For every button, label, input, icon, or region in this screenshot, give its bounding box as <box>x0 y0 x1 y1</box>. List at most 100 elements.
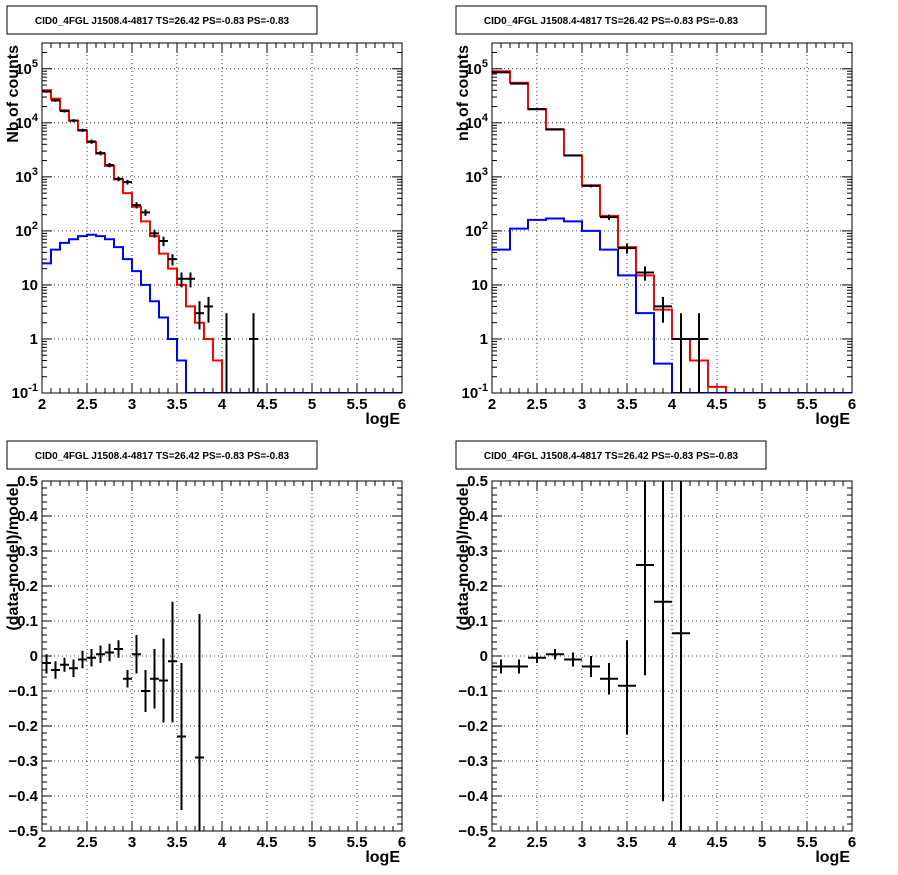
x-tick-label: 2.5 <box>527 834 548 851</box>
x-axis-label: logE <box>815 849 850 866</box>
data-point <box>564 154 582 157</box>
x-tick-label: 2 <box>38 396 46 413</box>
residual-point <box>564 652 582 667</box>
x-tick-label: 3.5 <box>167 834 188 851</box>
data-point <box>249 313 258 393</box>
data-point <box>123 179 132 185</box>
y-tick-label: 102 <box>15 220 38 240</box>
x-tick-label: 3.5 <box>167 396 188 413</box>
data-point <box>60 109 69 113</box>
y-tick-label: 103 <box>465 166 488 186</box>
x-tick-label: 3.5 <box>617 396 638 413</box>
grid-lines <box>492 43 852 393</box>
residual-point <box>528 652 546 663</box>
y-tick-label: 103 <box>15 166 38 186</box>
x-tick-label: 6 <box>398 834 406 851</box>
grid-lines <box>42 43 402 393</box>
x-tick-label: 2 <box>488 396 496 413</box>
chart-title: CID0_4FGL J1508.4-4817 TS=26.42 PS=-0.83… <box>35 451 290 462</box>
y-tick-label: −0.2 <box>458 718 488 735</box>
plot-area <box>42 43 402 393</box>
title-frame <box>455 440 767 470</box>
x-tick-label: 2 <box>488 834 496 851</box>
axis-ticks <box>41 481 403 832</box>
y-tick-label: −0.5 <box>458 823 488 840</box>
data-point <box>546 128 564 131</box>
y-axis-label: (data-model)/model <box>5 483 22 631</box>
y-tick-label: 0.1 <box>467 613 488 630</box>
x-tick-label: 2.5 <box>527 396 548 413</box>
residual-point <box>69 659 78 677</box>
x-tick-label: 5 <box>308 834 316 851</box>
x-axis-label: logE <box>365 849 400 866</box>
x-tick-label: 3 <box>578 396 586 413</box>
data-point <box>159 236 168 247</box>
x-tick-label: 3 <box>578 834 586 851</box>
y-tick-label: 0.3 <box>17 543 38 560</box>
y-tick-label: −0.1 <box>458 683 488 700</box>
title-frame <box>6 440 318 470</box>
data-point <box>510 82 528 85</box>
residual-point <box>600 663 618 695</box>
residual-point <box>78 650 87 669</box>
y-tick-label: 1 <box>30 331 38 348</box>
axis-ticks <box>491 481 853 832</box>
axis-ticks <box>41 42 403 394</box>
data-point <box>69 119 78 123</box>
x-tick-label: 5.5 <box>797 834 818 851</box>
x-axis-label: logE <box>365 411 400 428</box>
y-tick-label: 0.2 <box>17 578 38 595</box>
residual-point <box>654 481 672 802</box>
data-point <box>87 139 96 144</box>
chart-title: CID0_4FGL J1508.4-4817 TS=26.42 PS=-0.83… <box>484 451 739 462</box>
x-tick-label: 4 <box>218 834 227 851</box>
y-tick-label: 10-1 <box>462 382 488 402</box>
x-tick-label: 5 <box>758 396 766 413</box>
chart-title: CID0_4FGL J1508.4-4817 TS=26.42 PS=-0.83… <box>484 16 739 27</box>
residual-point <box>96 645 105 663</box>
plot-frame <box>491 480 853 832</box>
y-tick-label: −0.5 <box>8 823 38 840</box>
y-axis-label: (data-model)/model <box>455 483 472 631</box>
data-point <box>636 266 654 281</box>
x-tick-label: 3 <box>128 834 136 851</box>
y-tick-label: −0.3 <box>8 753 38 770</box>
chart-title-box: CID0_4FGL J1508.4-4817 TS=26.42 PS=-0.83… <box>455 5 767 35</box>
y-tick-label: 0.4 <box>17 508 39 525</box>
data-point <box>177 272 186 288</box>
x-tick-label: 5.5 <box>797 396 818 413</box>
y-tick-label: −0.2 <box>8 718 38 735</box>
grid-lines <box>492 481 852 831</box>
data-point <box>600 214 618 220</box>
residual-point <box>141 670 150 712</box>
data-point <box>42 90 51 93</box>
chart-panel-4: CID0_4FGL J1508.4-4817 TS=26.42 PS=-0.83… <box>455 440 856 866</box>
y-tick-label: −0.4 <box>458 788 488 805</box>
title-frame <box>455 5 767 35</box>
data-point <box>186 272 195 288</box>
x-tick-label: 4.5 <box>707 396 728 413</box>
x-tick-label: 4 <box>218 396 227 413</box>
residual-point <box>195 614 204 831</box>
residual-point <box>546 649 564 660</box>
x-tick-label: 5 <box>308 396 316 413</box>
x-tick-label: 4 <box>668 834 677 851</box>
series-group <box>492 481 690 831</box>
source-model-histogram <box>492 217 852 393</box>
y-tick-label: 0.2 <box>467 578 488 595</box>
y-tick-label: 1 <box>480 331 488 348</box>
residual-point <box>636 481 654 676</box>
plot-frame <box>491 42 853 394</box>
series-group <box>42 601 204 831</box>
residual-point <box>582 656 600 677</box>
residual-point <box>618 640 636 735</box>
data-point <box>150 229 159 238</box>
y-tick-label: −0.3 <box>458 753 488 770</box>
residual-point <box>123 670 132 688</box>
chart-panel-2: CID0_4FGL J1508.4-4817 TS=26.42 PS=-0.83… <box>455 5 856 428</box>
title-frame <box>6 5 318 35</box>
data-point <box>654 296 672 323</box>
x-tick-label: 2.5 <box>77 396 98 413</box>
y-tick-label: −0.4 <box>8 788 38 805</box>
